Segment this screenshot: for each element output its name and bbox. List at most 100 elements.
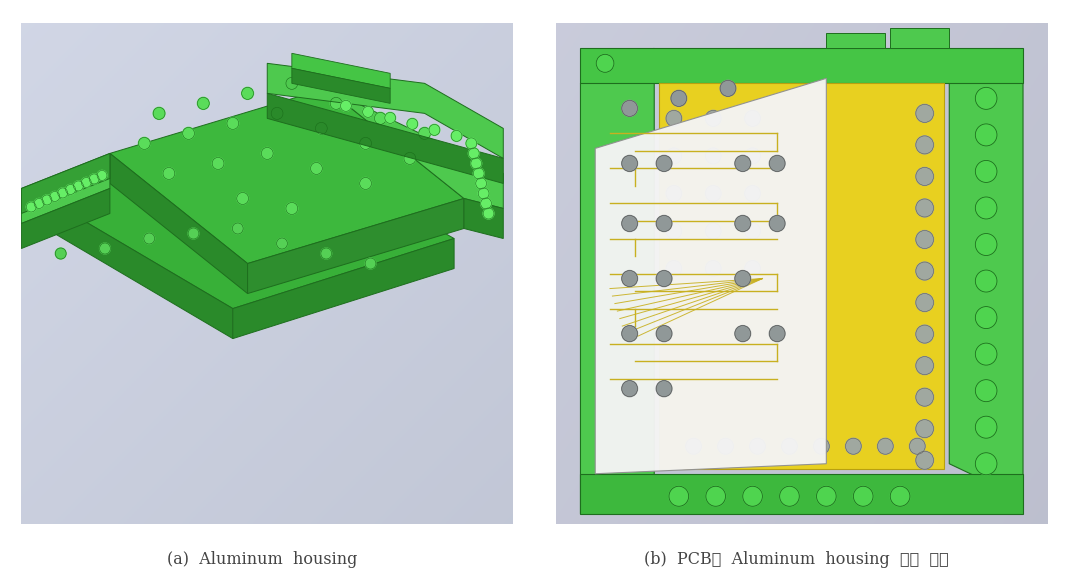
Circle shape [975,343,997,365]
Circle shape [27,202,36,212]
Circle shape [285,203,298,215]
Circle shape [975,307,997,329]
Circle shape [916,168,933,186]
Circle shape [359,137,372,150]
Circle shape [666,148,682,164]
Circle shape [330,97,342,109]
Polygon shape [248,198,464,293]
Polygon shape [46,198,233,339]
Circle shape [817,486,836,506]
Circle shape [770,155,785,172]
Circle shape [466,138,477,149]
Circle shape [770,215,785,232]
Circle shape [42,195,52,205]
Circle shape [366,258,376,269]
Circle shape [97,171,107,180]
Circle shape [734,215,750,232]
Circle shape [277,238,288,249]
Circle shape [183,127,195,140]
Circle shape [341,100,352,111]
Text: (b)  PCB와  Aluminum  housing  결합  형상: (b) PCB와 Aluminum housing 결합 형상 [644,551,949,569]
Circle shape [734,271,750,286]
Circle shape [706,111,722,126]
Circle shape [468,148,479,159]
Circle shape [916,104,933,122]
Circle shape [685,438,701,454]
Circle shape [419,127,431,140]
Circle shape [916,293,933,311]
Polygon shape [46,133,454,308]
Circle shape [310,162,323,175]
Polygon shape [580,474,1023,514]
Circle shape [242,87,253,100]
Circle shape [153,107,165,119]
Circle shape [470,158,482,169]
Circle shape [975,87,997,109]
Circle shape [975,197,997,219]
Circle shape [975,161,997,182]
Polygon shape [595,79,826,474]
Circle shape [916,136,933,154]
Circle shape [666,261,682,276]
Polygon shape [949,48,1023,499]
Circle shape [745,111,760,126]
Circle shape [853,486,873,506]
Circle shape [374,112,386,125]
Circle shape [656,271,672,286]
Circle shape [846,438,862,454]
Circle shape [451,130,462,141]
Circle shape [81,178,91,187]
Circle shape [656,381,672,397]
Circle shape [975,453,997,475]
Text: (a)  Aluminum  housing: (a) Aluminum housing [167,551,357,569]
Circle shape [232,223,243,234]
Polygon shape [21,154,110,214]
Circle shape [666,111,682,126]
Circle shape [212,157,224,169]
Circle shape [597,54,614,72]
Polygon shape [233,239,454,339]
Circle shape [745,261,760,276]
Polygon shape [267,63,503,158]
Circle shape [669,486,688,506]
Circle shape [65,184,76,194]
Polygon shape [660,83,944,469]
Circle shape [975,379,997,402]
Circle shape [916,451,933,469]
Circle shape [781,438,797,454]
Polygon shape [292,54,390,88]
Circle shape [622,271,637,286]
Circle shape [474,168,484,179]
Circle shape [622,381,637,397]
Circle shape [975,270,997,292]
Circle shape [745,223,760,239]
Circle shape [878,438,894,454]
Circle shape [975,416,997,438]
Polygon shape [21,189,110,249]
Polygon shape [326,88,503,208]
Polygon shape [826,33,885,48]
Circle shape [770,325,785,342]
Circle shape [162,168,175,179]
Circle shape [666,223,682,239]
Circle shape [261,147,274,159]
Polygon shape [110,88,464,264]
Circle shape [656,215,672,232]
Circle shape [706,148,722,164]
Circle shape [227,118,238,129]
Polygon shape [580,48,1023,83]
Circle shape [138,137,151,150]
Circle shape [272,107,283,119]
Circle shape [916,388,933,406]
Circle shape [721,80,735,97]
Circle shape [656,325,672,342]
Polygon shape [267,93,503,183]
Circle shape [285,77,298,90]
Circle shape [706,223,722,239]
Circle shape [706,486,726,506]
Circle shape [89,174,99,184]
Circle shape [734,155,750,172]
Circle shape [706,186,722,201]
Polygon shape [464,198,503,239]
Circle shape [916,262,933,280]
